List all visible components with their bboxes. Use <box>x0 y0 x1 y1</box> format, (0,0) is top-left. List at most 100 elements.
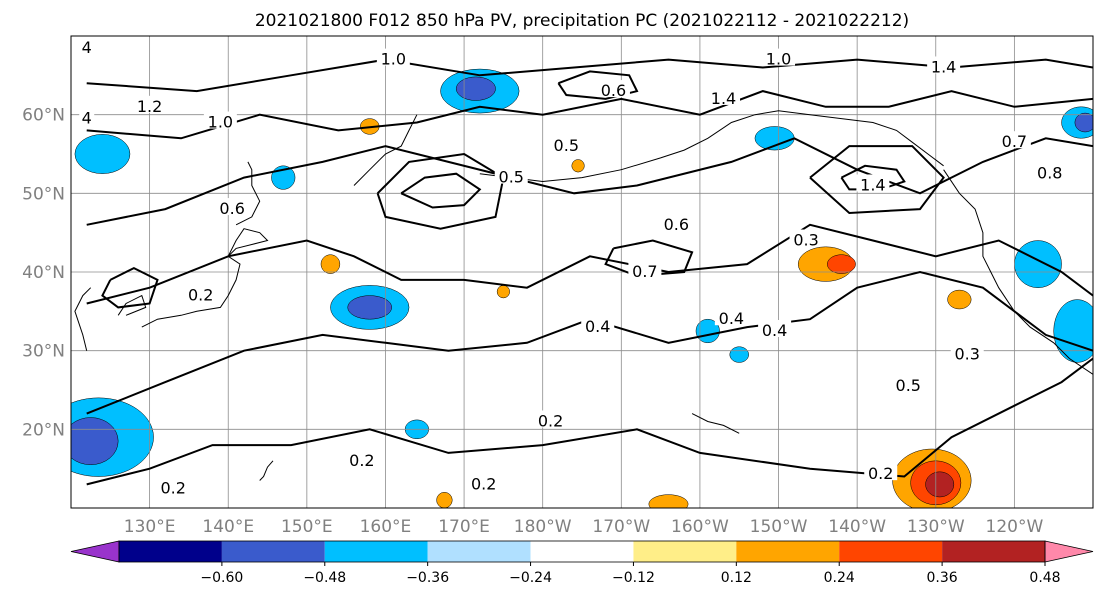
precip-blob <box>925 471 955 498</box>
contour-label: 0.2 <box>471 474 496 493</box>
precip-blob <box>1014 240 1062 288</box>
coastline <box>691 413 740 434</box>
contour-label: 1.0 <box>208 113 233 132</box>
contour-label-bg <box>789 229 823 247</box>
lat-tick-label: 20°N <box>22 420 65 440</box>
contour-label-bg <box>714 308 748 326</box>
lon-tick-label: 160°W <box>671 517 729 537</box>
colorbar-tick-label: 0.36 <box>927 570 958 586</box>
coastline <box>479 110 944 183</box>
contour-label: 0.6 <box>601 81 626 100</box>
coastline <box>74 287 92 351</box>
pv-contour <box>86 223 1093 305</box>
contour-label: 0.2 <box>538 411 563 430</box>
lat-tick-label: 60°N <box>22 106 65 126</box>
coastline <box>141 228 269 328</box>
colorbar-bin <box>324 541 428 562</box>
precip-blob <box>947 289 972 310</box>
contour-label-bg <box>549 135 583 153</box>
longitude-labels: 130°E 140°E 150°E 160°E 170°E 180°W 170°W 160°W… <box>124 517 1044 537</box>
contour-label-bg <box>596 80 630 98</box>
colorbar-bin-low-extend <box>70 540 120 563</box>
coastline <box>943 169 1093 375</box>
pv-contour <box>809 145 945 215</box>
pv-contour <box>86 58 1093 93</box>
precip-blob <box>648 494 689 508</box>
contour-label-bg <box>659 213 693 231</box>
contour-label-bg <box>1033 162 1067 180</box>
lat-tick-label: 30°N <box>22 342 65 362</box>
precip-blob <box>320 254 341 274</box>
pv-contour <box>101 266 159 309</box>
contour-label-bg <box>156 477 190 495</box>
precip-blob <box>729 346 749 363</box>
contour-label: 4 <box>82 38 92 57</box>
contour-label: 0.4 <box>585 317 610 336</box>
contour-label-bg <box>79 107 95 125</box>
contour-label: 0.7 <box>1002 132 1027 151</box>
pv-contour <box>400 172 482 209</box>
contour-label-bg <box>467 473 501 491</box>
contour-label-bg <box>891 375 925 393</box>
colorbar-tick-label: 0.48 <box>1029 570 1060 586</box>
colorbar-bin <box>942 541 1045 562</box>
precip-blob <box>496 285 510 299</box>
colorbar-bins <box>70 540 1094 563</box>
lat-tick-label: 50°N <box>22 184 65 204</box>
colorbar-tick-label: −0.12 <box>612 570 655 586</box>
colorbar-tick-label: 0.12 <box>721 570 752 586</box>
contour-label-bg <box>707 87 741 105</box>
latitude-labels: 20°N 30°N 40°N 50°N 60°N <box>22 106 65 441</box>
contour-label: 0.5 <box>896 376 921 395</box>
lon-tick-label: 130°E <box>124 517 176 537</box>
coastline <box>259 460 274 481</box>
contour-label: 0.4 <box>762 321 787 340</box>
contour-label-bg <box>534 410 568 428</box>
pv-contour <box>376 152 505 230</box>
contour-label: 0.8 <box>1037 164 1062 183</box>
contour-label-bg <box>628 261 662 278</box>
contour-label: 1.0 <box>381 50 406 69</box>
map-area: 0.2 0.2 0.2 0.2 0.2 0.2 0.4 0.4 0.4 0.3 0.3 0.5 0.5 0… <box>71 36 1093 508</box>
lon-tick-label: 130°W <box>907 517 965 537</box>
lon-tick-label: 170°W <box>592 517 650 537</box>
pv-contour <box>604 239 694 277</box>
colorbar-bin-high-extend <box>1044 540 1094 563</box>
contour-label-bg <box>581 316 615 334</box>
contour-label: 0.4 <box>719 309 744 328</box>
pv-contours <box>86 58 1093 486</box>
pv-contour <box>86 137 1093 226</box>
colorbar-bin <box>633 541 737 562</box>
contour-label-bg <box>133 95 167 113</box>
contour-label: 0.6 <box>664 215 689 234</box>
colorbar-bin <box>736 541 840 562</box>
lon-tick-label: 160°E <box>360 517 412 537</box>
precip-blob <box>436 492 453 508</box>
lon-tick-label: 170°E <box>438 517 490 537</box>
colorbar-tick-label: −0.36 <box>406 570 449 586</box>
contour-label: 0.5 <box>554 136 579 155</box>
contour-label-bg <box>184 284 218 302</box>
pv-contour <box>86 270 1093 415</box>
contour-label: 0.6 <box>219 199 244 218</box>
colorbar-ticks: −0.60 −0.48 −0.36 −0.24 −0.12 0.12 0.24 0.36 0.4… <box>200 562 1061 586</box>
lon-tick-label: 150°E <box>281 517 333 537</box>
map-frame <box>70 35 1094 509</box>
lon-tick-label: 150°W <box>750 517 808 537</box>
contour-label: 0.2 <box>188 286 213 305</box>
colorbar-tick-label: 0.24 <box>824 570 855 586</box>
contour-label-bg <box>950 343 984 361</box>
contour-label-bg <box>203 111 237 129</box>
contour-label-bg <box>758 320 792 337</box>
contour-label: 1.2 <box>137 97 162 116</box>
colorbar: −0.60 −0.48 −0.36 −0.24 −0.12 0.12 0.24 0.36 0.4… <box>70 540 1094 586</box>
contour-label: 1.4 <box>711 89 736 108</box>
lon-tick-label: 140°W <box>828 517 886 537</box>
contour-label: 1.0 <box>766 50 791 69</box>
contour-label-bg <box>376 48 410 66</box>
contour-label: 0.2 <box>160 478 185 497</box>
precip-blob <box>74 134 131 174</box>
colorbar-bin <box>119 541 222 562</box>
pv-contour <box>86 357 1093 486</box>
